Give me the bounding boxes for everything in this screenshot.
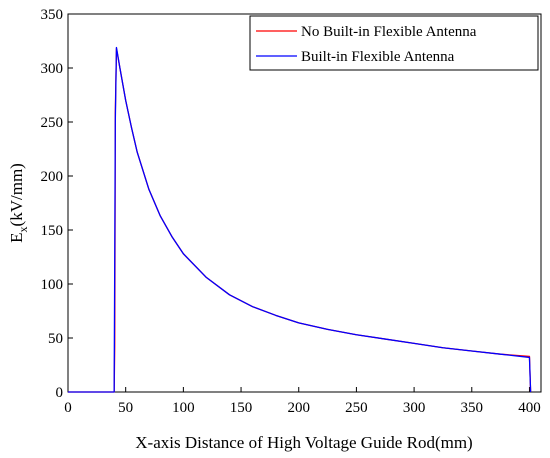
- series-line-no-antenna: [68, 47, 532, 393]
- x-axis-title: X-axis Distance of High Voltage Guide Ro…: [135, 433, 472, 452]
- y-tick-label: 200: [41, 169, 64, 185]
- svg-text:Ex(kV/mm): Ex(kV/mm): [7, 163, 30, 243]
- y-tick-label: 50: [48, 331, 63, 347]
- x-tick-label: 50: [118, 400, 133, 416]
- y-tick-label: 300: [41, 61, 64, 77]
- x-axis-ticks: 0 50 100 150 200 250 300 350 400: [64, 387, 541, 416]
- legend-label-no-antenna: No Built-in Flexible Antenna: [301, 24, 477, 40]
- y-axis-title-subscript: x: [16, 226, 30, 232]
- y-axis-title-unit: (kV/mm): [7, 163, 26, 226]
- x-tick-label: 350: [461, 400, 484, 416]
- y-tick-label: 150: [41, 223, 64, 239]
- y-tick-label: 0: [56, 385, 64, 401]
- legend: No Built-in Flexible Antenna Built-in Fl…: [249, 15, 539, 71]
- legend-box: [249, 15, 539, 71]
- series-line-antenna: [68, 46, 532, 393]
- y-axis-title: Ex(kV/mm): [7, 163, 30, 243]
- y-axis-title-main: E: [7, 232, 26, 242]
- y-tick-label: 100: [41, 277, 64, 293]
- series-layer: [68, 46, 532, 393]
- y-tick-label: 250: [41, 115, 64, 131]
- x-tick-label: 100: [172, 400, 195, 416]
- plot-frame: [67, 13, 542, 393]
- y-axis-ticks: 0 50 100 150 200 250 300 350: [41, 7, 73, 401]
- x-tick-label: 200: [287, 400, 310, 416]
- legend-label-antenna: Built-in Flexible Antenna: [301, 49, 455, 65]
- x-tick-label: 300: [403, 400, 426, 416]
- y-tick-label: 350: [41, 7, 64, 23]
- x-tick-label: 400: [518, 400, 541, 416]
- x-tick-label: 150: [230, 400, 253, 416]
- x-tick-label: 250: [345, 400, 368, 416]
- x-tick-label: 0: [64, 400, 72, 416]
